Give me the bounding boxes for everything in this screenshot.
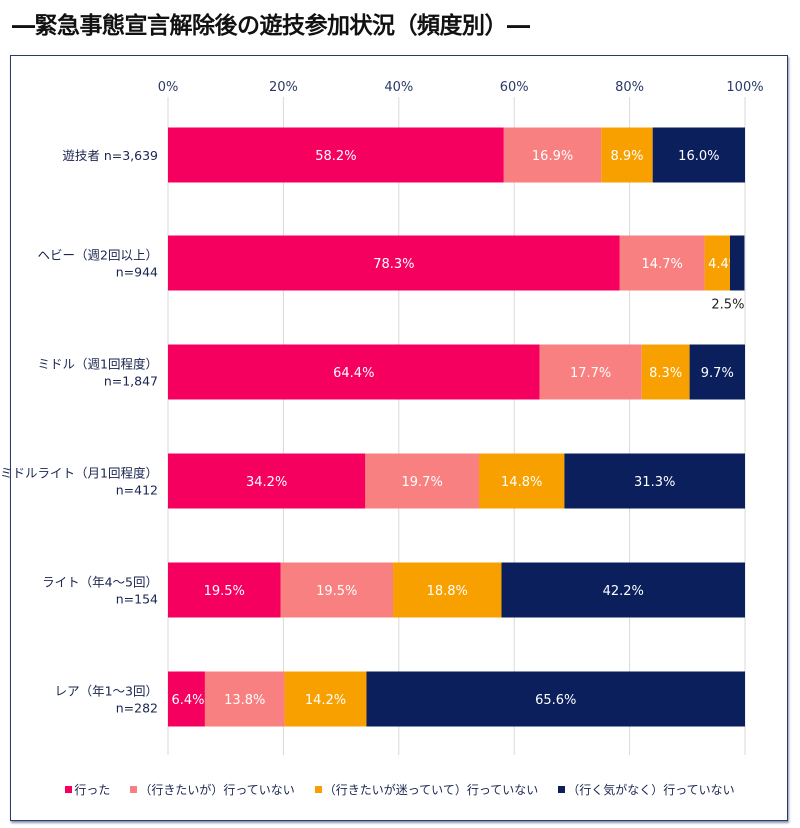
bar-segment	[501, 562, 745, 618]
bar-segment	[564, 453, 745, 509]
tick-label: 60%	[500, 80, 529, 95]
data-label: 2.5%	[711, 298, 744, 313]
data-label: 19.5%	[204, 584, 245, 599]
tick-label: 40%	[384, 80, 413, 95]
bar-segment	[204, 671, 285, 727]
data-label: 65.6%	[535, 693, 576, 708]
tick-label: 80%	[615, 80, 644, 95]
legend-swatch	[314, 786, 322, 793]
category-label: ヘビー（週2回以上）	[38, 248, 158, 263]
bar-segment	[689, 344, 745, 400]
data-label: 16.0%	[678, 149, 719, 164]
legend-label: （行きたいが迷っていて）行っていない	[323, 783, 539, 797]
category-label: n=412	[116, 483, 158, 498]
data-label: 78.3%	[373, 257, 414, 272]
bar-segment	[168, 127, 504, 183]
bar-segment	[729, 235, 745, 291]
data-label: 14.2%	[305, 693, 346, 708]
data-label: 8.9%	[610, 149, 643, 164]
category-label: n=282	[116, 701, 158, 716]
data-label: 31.3%	[634, 475, 675, 490]
legend-item: 行った	[65, 783, 110, 797]
tick-label: 100%	[726, 80, 763, 95]
legend-label: （行く気がなく）行っていない	[567, 783, 735, 797]
bar-segment	[168, 235, 620, 291]
data-label: 14.8%	[501, 475, 542, 490]
data-label: 9.7%	[701, 366, 734, 381]
category-label: n=1,847	[104, 374, 158, 389]
data-label: 13.8%	[224, 693, 265, 708]
bar-segment	[393, 562, 502, 618]
bar-segment	[619, 235, 705, 291]
data-label: 14.7%	[642, 257, 683, 272]
category-label: ミドル（週1回程度）	[38, 357, 158, 372]
chart-title: ―緊急事態宣言解除後の遊技参加状況（頻度別）―	[12, 13, 530, 39]
category-label: ライト（年4～5回）	[42, 575, 158, 590]
bar-segment	[284, 671, 367, 727]
category-label: ミドルライト（月1回程度）	[0, 466, 158, 481]
bar-segment	[704, 235, 730, 291]
bar-segment	[366, 671, 745, 727]
category-label: レア（年1～3回）	[55, 684, 158, 699]
bar-segment	[168, 671, 205, 727]
legend-swatch	[130, 786, 138, 793]
tick-label: 20%	[269, 80, 298, 95]
data-label: 8.3%	[649, 366, 682, 381]
bar-segment	[479, 453, 565, 509]
legend: 行った （行きたいが）行っていない （行きたいが迷っていて）行っていない （行く気がな…	[0, 781, 800, 798]
bar-segment	[168, 344, 540, 400]
data-label: 58.2%	[315, 149, 356, 164]
legend-swatch	[65, 786, 73, 793]
data-label: 18.8%	[427, 584, 468, 599]
bar-segment	[539, 344, 642, 400]
data-label: 34.2%	[246, 475, 287, 490]
data-label: 6.4%	[171, 693, 204, 708]
legend-swatch	[558, 786, 566, 793]
bar-segment	[652, 127, 745, 183]
category-label: 遊技者 n=3,639	[62, 148, 158, 163]
legend-item: （行きたいが迷っていて）行っていない	[314, 783, 539, 797]
bar-segment	[168, 562, 281, 618]
tick-label: 0%	[158, 80, 179, 95]
data-label: 19.5%	[316, 584, 357, 599]
bar-segment	[601, 127, 653, 183]
data-label: 64.4%	[333, 366, 374, 381]
legend-item: （行く気がなく）行っていない	[558, 783, 735, 797]
bar-segment	[280, 562, 394, 618]
bar-segment	[641, 344, 690, 400]
chart-frame	[10, 55, 788, 821]
data-label: 19.7%	[402, 475, 443, 490]
category-label: n=154	[116, 592, 158, 607]
legend-label: （行きたいが）行っていない	[139, 783, 295, 797]
data-label: 17.7%	[570, 366, 611, 381]
category-label: n=944	[116, 265, 158, 280]
legend-item: （行きたいが）行っていない	[130, 783, 295, 797]
data-label: 42.2%	[603, 584, 644, 599]
bar-segment	[365, 453, 480, 509]
bar-segment	[168, 453, 366, 509]
bar-segment	[503, 127, 602, 183]
data-label: 16.9%	[532, 149, 573, 164]
legend-label: 行った	[74, 783, 111, 797]
